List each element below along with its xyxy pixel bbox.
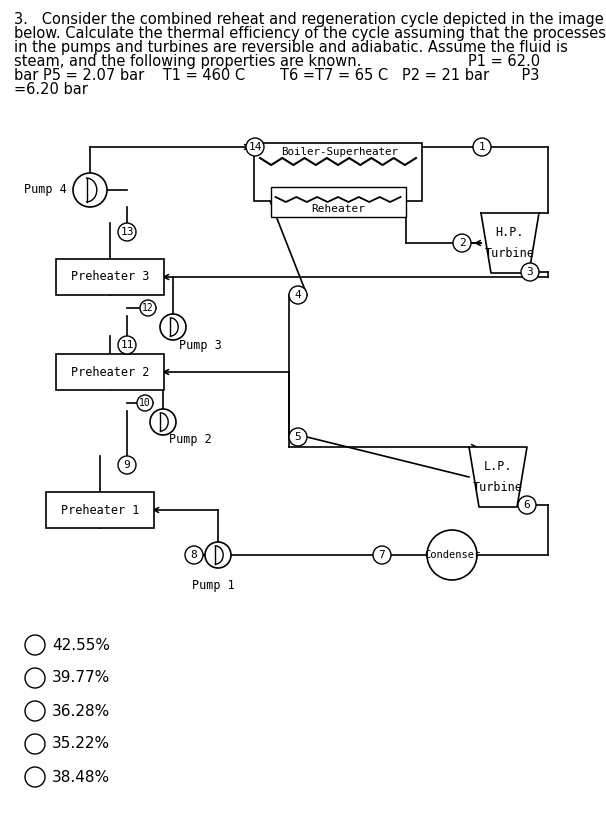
Text: Condenser: Condenser: [424, 550, 480, 560]
Text: in the pumps and turbines are reversible and adiabatic. Assume the fluid is: in the pumps and turbines are reversible…: [14, 40, 568, 55]
Polygon shape: [481, 213, 539, 273]
Text: Pump 2: Pump 2: [169, 433, 211, 447]
Text: 36.28%: 36.28%: [52, 704, 110, 718]
Text: Preheater 3: Preheater 3: [71, 270, 149, 283]
Text: Pump 3: Pump 3: [179, 339, 222, 351]
Text: 7: 7: [379, 550, 385, 560]
Text: Turbine: Turbine: [485, 247, 535, 260]
Text: P1 = 62.0: P1 = 62.0: [468, 54, 540, 69]
Circle shape: [289, 286, 307, 304]
Text: 11: 11: [120, 340, 134, 350]
Circle shape: [118, 336, 136, 354]
Text: H.P.: H.P.: [496, 226, 524, 239]
Circle shape: [160, 314, 186, 340]
Circle shape: [25, 734, 45, 754]
Circle shape: [118, 456, 136, 474]
Circle shape: [518, 496, 536, 514]
Text: below. Calculate the thermal efficiency of the cycle assuming that the processes: below. Calculate the thermal efficiency …: [14, 26, 606, 41]
Text: L.P.: L.P.: [484, 460, 512, 473]
Bar: [46, 492, 154, 528]
Circle shape: [427, 530, 477, 580]
Circle shape: [25, 701, 45, 721]
Text: 8: 8: [191, 550, 198, 560]
Circle shape: [140, 300, 156, 316]
Circle shape: [25, 767, 45, 787]
Circle shape: [25, 635, 45, 655]
Text: 5: 5: [295, 432, 301, 442]
Text: 1: 1: [479, 142, 485, 152]
Bar: [56, 354, 164, 390]
Circle shape: [25, 668, 45, 688]
Circle shape: [150, 409, 176, 435]
Circle shape: [373, 546, 391, 564]
Text: Preheater 1: Preheater 1: [61, 503, 139, 517]
Text: T6 =T7 = 65 C   P2 = 21 bar       P3: T6 =T7 = 65 C P2 = 21 bar P3: [280, 68, 539, 83]
Circle shape: [118, 223, 136, 241]
Text: Pump 4: Pump 4: [24, 182, 67, 196]
Circle shape: [246, 138, 264, 156]
Text: 10: 10: [139, 398, 151, 408]
Text: 39.77%: 39.77%: [52, 670, 110, 685]
Circle shape: [205, 542, 231, 568]
Text: steam, and the following properties are known.: steam, and the following properties are …: [14, 54, 361, 69]
Text: 14: 14: [248, 142, 262, 152]
Bar: [270, 187, 405, 217]
Text: 9: 9: [124, 460, 130, 470]
Text: 13: 13: [120, 227, 134, 237]
Text: Reheater: Reheater: [311, 204, 365, 214]
Circle shape: [185, 546, 203, 564]
Text: 3.   Consider the combined reheat and regeneration cycle depicted in the image: 3. Consider the combined reheat and rege…: [14, 12, 604, 27]
Text: 38.48%: 38.48%: [52, 769, 110, 785]
Text: 6: 6: [524, 500, 530, 510]
Circle shape: [137, 395, 153, 411]
Bar: [56, 259, 164, 295]
Text: Preheater 2: Preheater 2: [71, 365, 149, 379]
Text: 35.22%: 35.22%: [52, 737, 110, 752]
Circle shape: [289, 428, 307, 446]
Text: 2: 2: [459, 238, 465, 248]
Text: 4: 4: [295, 290, 301, 300]
Text: =6.20 bar: =6.20 bar: [14, 82, 88, 97]
Text: Boiler-Superheater: Boiler-Superheater: [282, 147, 399, 157]
Circle shape: [73, 173, 107, 207]
Text: 3: 3: [527, 267, 533, 277]
Circle shape: [473, 138, 491, 156]
Text: bar P5 = 2.07 bar    T1 = 460 C: bar P5 = 2.07 bar T1 = 460 C: [14, 68, 245, 83]
Text: Turbine: Turbine: [473, 480, 523, 494]
Bar: [254, 143, 422, 201]
Text: 12: 12: [142, 303, 154, 313]
Polygon shape: [469, 447, 527, 507]
Text: 42.55%: 42.55%: [52, 638, 110, 653]
Text: Pump 1: Pump 1: [191, 579, 235, 592]
Circle shape: [453, 234, 471, 252]
Circle shape: [521, 263, 539, 281]
